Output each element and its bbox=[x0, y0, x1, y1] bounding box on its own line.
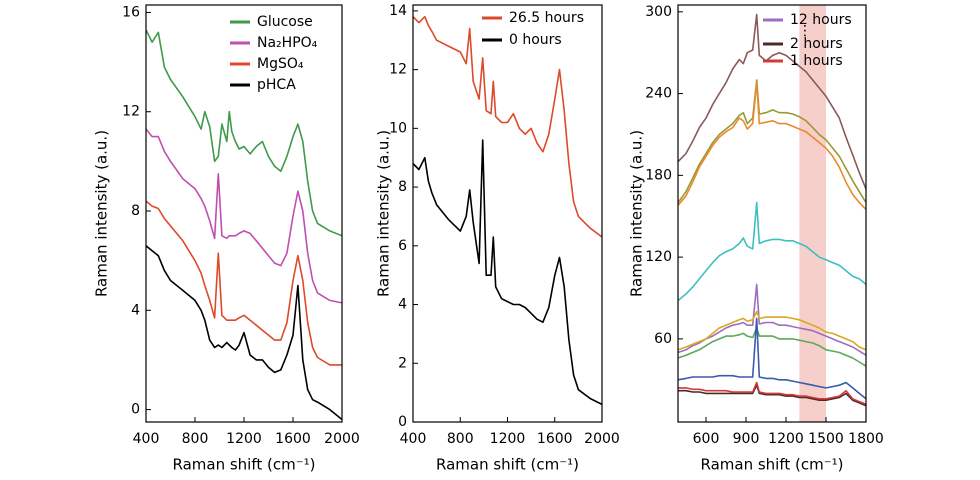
legend-label: 0 hours bbox=[509, 32, 562, 48]
x-axis-title: Raman shift (cm⁻¹) bbox=[436, 456, 579, 474]
y-axis-title: Raman intensity (a.u.) bbox=[93, 130, 111, 297]
y-tick-label: 2 bbox=[398, 355, 407, 371]
x-tick-label: 1500 bbox=[808, 431, 844, 447]
x-axis-title: Raman shift (cm⁻¹) bbox=[172, 456, 315, 474]
y-tick-label: 0 bbox=[131, 402, 140, 418]
y-tick-label: 14 bbox=[389, 3, 407, 19]
y-tick-label: 0 bbox=[398, 414, 407, 430]
y-tick-label: 8 bbox=[398, 179, 407, 195]
highlight-band bbox=[799, 5, 826, 422]
plot-frame bbox=[412, 4, 603, 423]
x-tick-label: 1600 bbox=[275, 431, 311, 447]
legend-label: 1 hours bbox=[790, 53, 843, 69]
x-axis-title: Raman shift (cm⁻¹) bbox=[700, 456, 843, 474]
x-tick-label: 1800 bbox=[848, 431, 884, 447]
series-line bbox=[678, 283, 866, 356]
series-line bbox=[146, 29, 342, 237]
x-tick-label: 1200 bbox=[226, 431, 262, 447]
x-tick-label: 1600 bbox=[537, 431, 573, 447]
legend-label: MgSO₄ bbox=[257, 56, 304, 72]
legend-label: pHCA bbox=[257, 77, 296, 93]
series-line bbox=[678, 384, 866, 407]
x-tick-label: 400 bbox=[400, 431, 427, 447]
series-line bbox=[413, 139, 602, 406]
series-line bbox=[678, 327, 866, 367]
y-axis-title: Raman intensity (a.u.) bbox=[375, 130, 393, 297]
y-tick-label: 60 bbox=[654, 331, 672, 347]
y-axis-title: Raman intensity (a.u.) bbox=[628, 130, 646, 297]
x-tick-label: 800 bbox=[447, 431, 474, 447]
y-tick-label: 4 bbox=[398, 297, 407, 313]
x-tick-label: 1200 bbox=[768, 431, 804, 447]
y-tick-label: 300 bbox=[645, 4, 672, 20]
y-tick-label: 12 bbox=[389, 62, 407, 78]
y-tick-label: 120 bbox=[645, 249, 672, 265]
y-tick-label: 8 bbox=[131, 203, 140, 219]
series-line bbox=[678, 79, 866, 204]
series-line bbox=[678, 381, 866, 406]
y-tick-label: 6 bbox=[398, 238, 407, 254]
y-tick-label: 12 bbox=[122, 104, 140, 120]
legend-label: 2 hours bbox=[790, 36, 843, 52]
x-tick-label: 2000 bbox=[324, 431, 360, 447]
y-tick-label: 4 bbox=[131, 302, 140, 318]
y-tick-label: 10 bbox=[389, 120, 407, 136]
series-line bbox=[678, 310, 866, 351]
legend-ellipsis: ⋮ bbox=[798, 23, 812, 39]
legend-label: 12 hours bbox=[790, 12, 852, 28]
plot-frame bbox=[677, 4, 867, 423]
y-tick-label: 180 bbox=[645, 167, 672, 183]
series-line bbox=[678, 201, 866, 302]
y-tick-label: 240 bbox=[645, 86, 672, 102]
x-tick-label: 400 bbox=[133, 431, 160, 447]
x-tick-label: 600 bbox=[693, 431, 720, 447]
legend-label: Glucose bbox=[257, 14, 313, 30]
legend-label: 26.5 hours bbox=[509, 10, 584, 26]
x-tick-label: 1200 bbox=[490, 431, 526, 447]
series-line bbox=[146, 200, 342, 366]
series-line bbox=[678, 81, 866, 210]
x-tick-label: 2000 bbox=[584, 431, 620, 447]
series-line bbox=[413, 15, 602, 238]
y-tick-label: 16 bbox=[122, 4, 140, 20]
plot-frame bbox=[145, 4, 343, 423]
series-line bbox=[146, 128, 342, 304]
x-tick-label: 900 bbox=[733, 431, 760, 447]
x-tick-label: 800 bbox=[182, 431, 209, 447]
series-line bbox=[678, 317, 866, 400]
legend-label: Na₂HPO₄ bbox=[257, 35, 318, 51]
series-line bbox=[146, 245, 342, 421]
